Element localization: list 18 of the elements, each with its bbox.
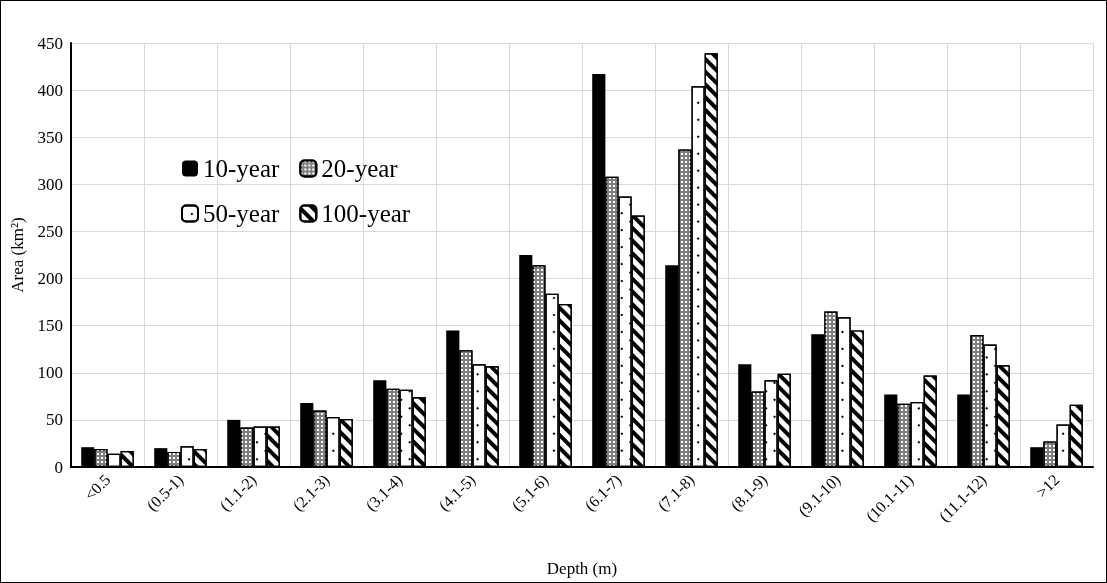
y-tick-label: 350: [37, 127, 63, 147]
legend-label: 10-year: [203, 155, 281, 182]
y-tick-label: 450: [37, 33, 63, 53]
legend-label: 20-year: [321, 155, 399, 182]
y-axis-title: Area (km²): [8, 217, 27, 293]
y-tick-label: 300: [37, 174, 63, 194]
y-tick-label: 150: [37, 316, 63, 336]
y-tick-label: 100: [37, 363, 63, 383]
y-tick-label: 50: [46, 410, 63, 430]
y-tick-label: 250: [37, 221, 63, 241]
y-tick-label: 200: [37, 269, 63, 289]
legend-label: 50-year: [203, 200, 281, 227]
y-tick-label: 0: [54, 457, 63, 477]
y-tick-label: 400: [37, 80, 63, 100]
legend-label: 100-year: [321, 200, 411, 227]
x-tick-label: <0.5: [80, 470, 114, 504]
x-tick-label: >12: [1032, 470, 1063, 501]
x-axis-title: Depth (m): [546, 559, 618, 578]
